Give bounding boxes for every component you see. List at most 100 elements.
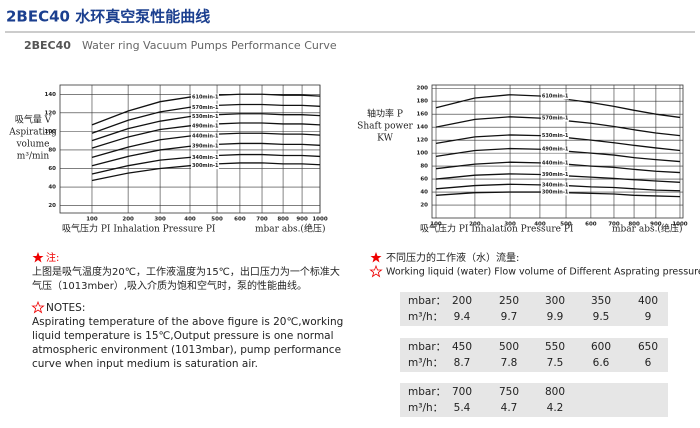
table-cell: 350 bbox=[591, 295, 611, 307]
table-cell: 9.4 bbox=[454, 311, 471, 323]
series-line bbox=[435, 191, 681, 198]
table-cell: 650 bbox=[638, 341, 658, 353]
series-line bbox=[435, 147, 681, 163]
y-axis-label: m³/min bbox=[17, 152, 50, 162]
series-line bbox=[91, 113, 321, 142]
x-tick-label: 200 bbox=[122, 217, 134, 223]
table-cell: 200 bbox=[452, 295, 472, 307]
y-axis-label: Aspirating bbox=[8, 128, 57, 138]
y-tick-label: 100 bbox=[45, 129, 57, 135]
x-tick-label: 500 bbox=[211, 217, 223, 223]
y-tick-label: 20 bbox=[48, 203, 56, 209]
series-label: 490min-1 bbox=[542, 147, 569, 153]
series-label: 490min-1 bbox=[192, 123, 219, 129]
y-tick-label: 140 bbox=[45, 92, 57, 98]
table-cell: 750 bbox=[499, 386, 519, 398]
series-label-bg bbox=[540, 145, 569, 153]
series-line bbox=[435, 116, 681, 137]
y-axis-label: 轴功率 P bbox=[367, 108, 403, 120]
table-cell: 4.7 bbox=[501, 402, 518, 414]
series-line bbox=[91, 132, 321, 158]
series-label: 300min-1 bbox=[192, 163, 219, 169]
row-label: mbar： bbox=[408, 295, 446, 307]
y-axis-label: 吸气量 V bbox=[15, 114, 52, 126]
series-label-bg bbox=[191, 93, 219, 101]
row-label: mbar： bbox=[408, 386, 446, 398]
table-cell: 700 bbox=[452, 386, 472, 398]
series-label-bg bbox=[540, 92, 569, 100]
subtitle-model: 2BEC40 bbox=[24, 39, 71, 52]
y-tick-label: 160 bbox=[417, 112, 429, 118]
table-cell: 800 bbox=[545, 386, 565, 398]
star-icon bbox=[32, 252, 44, 263]
notes-en-line: curve when input medium is saturation ai… bbox=[32, 358, 258, 370]
series-line bbox=[91, 93, 321, 126]
series-label-bg bbox=[540, 171, 569, 179]
x-tick-label: 600 bbox=[585, 222, 597, 228]
series-label-bg bbox=[540, 159, 569, 167]
star-icon bbox=[369, 264, 383, 278]
table-cell: 250 bbox=[499, 295, 519, 307]
table-cell: 300 bbox=[545, 295, 565, 307]
y-axis-label: KW bbox=[377, 134, 393, 144]
notes-cn-line: 气压（1013mber）,吸入介质为饱和空气时，泵的性能曲线。 bbox=[32, 279, 307, 292]
x-tick-label: 100 bbox=[86, 217, 98, 223]
series-label: 570min-1 bbox=[192, 105, 219, 111]
series-label: 530min-1 bbox=[542, 133, 569, 139]
y-tick-label: 40 bbox=[420, 190, 428, 196]
table-cell: 7.8 bbox=[501, 357, 518, 369]
x-tick-label: 1000 bbox=[672, 222, 687, 228]
series-label: 610min-1 bbox=[192, 95, 219, 101]
series-label-bg bbox=[540, 181, 569, 189]
y-tick-label: 80 bbox=[420, 164, 428, 170]
row-label: m³/h： bbox=[408, 402, 443, 414]
y-tick-label: 100 bbox=[417, 151, 429, 157]
x-tick-label: 900 bbox=[296, 217, 308, 223]
table-cell: 450 bbox=[452, 341, 472, 353]
x-tick-label: 400 bbox=[534, 222, 546, 228]
table-band bbox=[400, 292, 668, 326]
series-line bbox=[435, 134, 681, 152]
y-axis-label: Shaft power bbox=[357, 122, 413, 132]
table-cell: 500 bbox=[499, 341, 519, 353]
flow-cn-heading: 不同压力的工作液（水）流量: bbox=[386, 251, 519, 264]
notes-cn-line: 上图是吸气温度为20℃，工作液温度为15℃，出口压力为一个标准大 bbox=[32, 265, 340, 278]
x-tick-label: 300 bbox=[504, 222, 516, 228]
series-label: 610min-1 bbox=[542, 94, 569, 100]
row-label: mbar： bbox=[408, 341, 446, 353]
plot-frame bbox=[431, 84, 684, 219]
notes-en-line: atmospheric environment (1013mbar), pump… bbox=[32, 344, 341, 356]
page-title: 2BEC40 水环真空泵性能曲线 bbox=[6, 8, 210, 26]
series-line bbox=[91, 162, 321, 182]
series-label: 390min-1 bbox=[542, 172, 569, 178]
series-label: 440min-1 bbox=[542, 160, 569, 166]
series-label-bg bbox=[540, 132, 569, 140]
series-label: 340min-1 bbox=[542, 182, 569, 188]
series-label-bg bbox=[191, 132, 219, 140]
series-label: 530min-1 bbox=[192, 114, 219, 120]
series-label-bg bbox=[191, 162, 219, 170]
series-label-bg bbox=[191, 153, 219, 161]
y-axis-label: volume bbox=[15, 140, 49, 150]
notes-en-line: Aspirating temperature of the above figu… bbox=[32, 316, 343, 328]
y-tick-label: 120 bbox=[45, 110, 57, 116]
table-band bbox=[400, 383, 668, 417]
x-axis-unit: mbar abs.(绝压) bbox=[255, 223, 325, 235]
series-line bbox=[435, 173, 681, 183]
series-label-bg bbox=[191, 113, 219, 121]
table-cell: 7.5 bbox=[547, 357, 564, 369]
y-tick-label: 60 bbox=[48, 166, 56, 172]
x-axis-unit: mbar abs.(绝压) bbox=[612, 223, 682, 235]
subtitle: Water ring Vacuum Pumps Performance Curv… bbox=[82, 39, 337, 52]
x-tick-label: 700 bbox=[256, 217, 268, 223]
y-tick-label: 40 bbox=[48, 185, 56, 191]
notes-cn-heading: 注: bbox=[46, 251, 59, 264]
table-cell: 8.7 bbox=[454, 357, 471, 369]
series-label-bg bbox=[191, 142, 219, 150]
star-icon bbox=[370, 252, 382, 263]
table-cell: 9.5 bbox=[593, 311, 610, 323]
x-tick-label: 800 bbox=[277, 217, 289, 223]
series-label: 390min-1 bbox=[192, 144, 219, 150]
y-tick-label: 60 bbox=[420, 177, 428, 183]
